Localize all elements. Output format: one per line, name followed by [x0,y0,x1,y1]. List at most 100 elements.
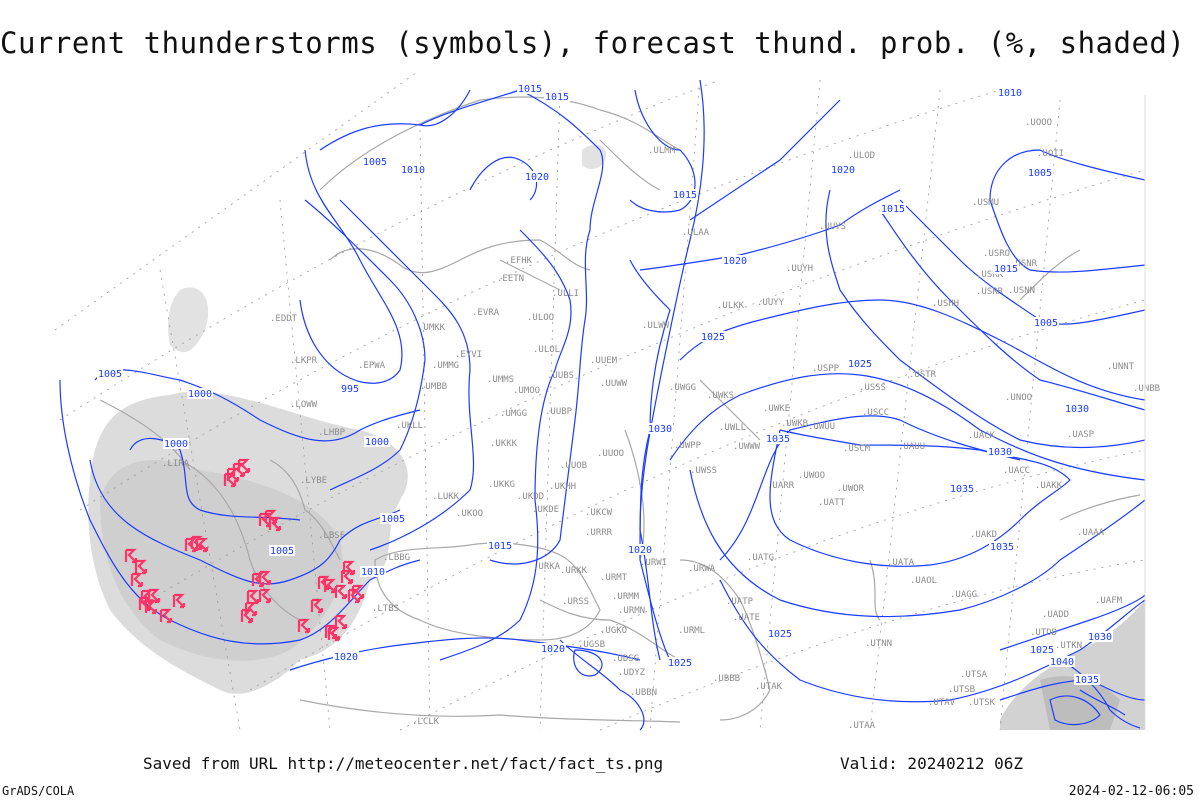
station-label: .ULOD [848,151,875,161]
station-label: .USPP [812,364,840,374]
station-label: .UUYH [786,264,813,274]
station-label: .UWUU [808,422,835,432]
station-label: .UWKS [707,391,734,401]
grid-line [999,99,1061,731]
thunderstorm-icon [134,559,148,575]
station-label: .EYVI [455,350,482,360]
station-label: .UAGG [950,590,977,600]
station-label: .UUOB [560,461,587,471]
station-label: .LCLK [412,717,440,727]
isobar-label: 1025 [768,629,792,640]
isobar-label-bg [524,171,550,182]
station-label: .UGSB [578,640,605,650]
thunderstorm-icon [172,593,186,609]
station-label: .ULMM [648,146,676,156]
station-label: .USRK [976,270,1004,280]
isobar-label-bg [765,433,791,444]
station-label: .UAFM [1095,596,1123,606]
thunderstorm-icon [334,614,348,630]
isobar-label: 1010 [361,567,385,578]
isobar-label: 1015 [673,190,697,201]
station-label: .UOII [1037,149,1064,159]
isobar-label-bg [333,651,359,662]
coastlines-borders [99,96,1141,723]
thunderstorm-icon [138,596,152,612]
isobar-label-bg [187,388,213,399]
coastline [539,599,681,661]
isobar-label: 1020 [831,165,855,176]
thunderstorm-icon [334,584,348,600]
isobar [769,429,1071,567]
isobar-label: 1025 [848,359,872,370]
station-label: .UGKO [600,626,627,636]
isobar-label-bg [1033,317,1059,328]
coastline [499,259,561,291]
isobar-label: 1000 [164,439,188,450]
coastline [269,459,341,561]
isobar-label-bg [1087,631,1113,642]
station-label: .UTKN [1055,641,1082,651]
isobar [689,99,841,221]
coastline [299,699,681,723]
coastline [599,139,661,191]
station-label: .UTSB [948,685,975,695]
station-label: .UNNT [1107,362,1135,372]
station-label: .LIRA [162,459,190,469]
station-label: .URSS [562,597,589,607]
station-label: .UKOO [456,509,483,519]
isobar-label-bg [360,566,386,577]
station-label: .UTDD [1030,628,1057,638]
isobar-label: 1035 [766,434,790,445]
isobar-label: 1025 [1030,645,1054,656]
isobar-label: 1020 [541,644,565,655]
station-label: .UUEM [590,356,618,366]
lat-lon-grid [54,69,1146,731]
isobar-labels: 995 1000 1000 1000 1005 1005 1005 1005 1005 1005 1… [97,83,1113,686]
isobar-label-bg [949,483,975,494]
isobar [1049,695,1101,726]
isobar [639,79,705,661]
coastline [319,96,681,191]
isobar-label-bg [830,164,856,175]
isobar-label: 1015 [994,264,1018,275]
isobar-label: 1025 [668,658,692,669]
isobar-label: 1020 [723,256,747,267]
isobar [94,369,421,442]
map-title: Current thunderstorms (symbols), forecas… [0,26,1186,60]
isobar-label-bg [1029,644,1055,655]
isobar-label: 1005 [1028,168,1052,179]
probability-shade-area [1040,676,1120,730]
station-label: .UWOO [798,471,825,481]
station-label: .UWOR [837,484,865,494]
isobar-label: 1005 [363,157,387,168]
station-label: .UUYY [757,298,785,308]
isobar [899,199,1146,325]
station-label: .USTR [909,370,937,380]
coastline [374,542,601,641]
coastline [869,559,881,621]
station-label: .USCC [862,408,889,418]
thunderstorm-icon [159,608,173,624]
station-label: .UKHH [549,482,576,492]
isobar-label-bg [1064,403,1090,414]
isobar-label-bg [163,438,189,449]
isobar-label-bg [544,91,570,102]
station-label: .UNOO [1005,393,1032,403]
source-url-text: Saved from URL http://meteocenter.net/fa… [143,754,664,773]
station-label: .UWKE [763,404,790,414]
station-label: .UWLL [719,423,746,433]
station-label: .USNN [1008,286,1035,296]
station-label: .UAKD [970,530,997,540]
thunderstorm-icon [342,560,356,576]
probability-shade-area [168,287,209,353]
grid-line [159,269,241,731]
grid-line [54,69,421,331]
thunderstorm-icon [258,570,272,586]
thunderstorm-icon [297,618,311,634]
station-label: .ULAA [682,228,710,238]
station-label: .ULWW [642,321,670,331]
station-label: .UNBB [1133,384,1160,394]
thunderstorm-icon [223,472,237,488]
isobar [719,415,1021,561]
station-label: .UTAA [848,721,876,731]
